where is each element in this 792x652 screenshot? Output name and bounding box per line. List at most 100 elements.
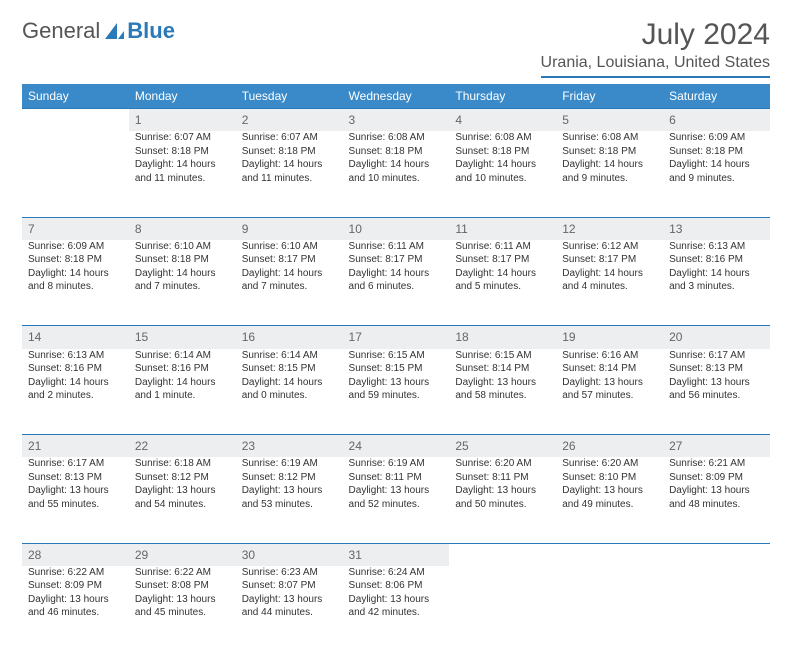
day-cell: Sunrise: 6:10 AMSunset: 8:18 PMDaylight:… [129,240,236,326]
sunset-text: Sunset: 8:09 PM [669,471,764,485]
day-cell: Sunrise: 6:16 AMSunset: 8:14 PMDaylight:… [556,349,663,435]
sunrise-text: Sunrise: 6:07 AM [135,131,230,145]
sunrise-text: Sunrise: 6:11 AM [349,240,444,254]
day-number-cell: 28 [22,543,129,566]
day-number-cell: 11 [449,217,556,240]
daylight-text: Daylight: 13 hours and 48 minutes. [669,484,764,511]
day-number-cell: 26 [556,435,663,458]
sunrise-text: Sunrise: 6:13 AM [28,349,123,363]
day-number-cell: 8 [129,217,236,240]
sunset-text: Sunset: 8:16 PM [669,253,764,267]
daylight-text: Daylight: 14 hours and 0 minutes. [242,376,337,403]
day-cell: Sunrise: 6:15 AMSunset: 8:14 PMDaylight:… [449,349,556,435]
daylight-text: Daylight: 14 hours and 9 minutes. [562,158,657,185]
day-number-cell: 4 [449,109,556,132]
day-cell: Sunrise: 6:13 AMSunset: 8:16 PMDaylight:… [663,240,770,326]
sunrise-text: Sunrise: 6:20 AM [455,457,550,471]
logo-sail-icon [103,21,125,41]
sunrise-text: Sunrise: 6:19 AM [242,457,337,471]
day-number-cell: 3 [343,109,450,132]
day-number-cell: 5 [556,109,663,132]
weekday-header: Saturday [663,84,770,109]
daylight-text: Daylight: 14 hours and 7 minutes. [135,267,230,294]
logo: General Blue [22,18,175,44]
daylight-text: Daylight: 13 hours and 49 minutes. [562,484,657,511]
day-cell: Sunrise: 6:17 AMSunset: 8:13 PMDaylight:… [22,457,129,543]
daylight-text: Daylight: 14 hours and 9 minutes. [669,158,764,185]
day-cell: Sunrise: 6:15 AMSunset: 8:15 PMDaylight:… [343,349,450,435]
day-content-row: Sunrise: 6:13 AMSunset: 8:16 PMDaylight:… [22,349,770,435]
sunrise-text: Sunrise: 6:14 AM [135,349,230,363]
sunrise-text: Sunrise: 6:09 AM [669,131,764,145]
sunset-text: Sunset: 8:18 PM [135,253,230,267]
day-cell: Sunrise: 6:20 AMSunset: 8:10 PMDaylight:… [556,457,663,543]
sunrise-text: Sunrise: 6:20 AM [562,457,657,471]
month-title: July 2024 [541,18,770,52]
weekday-header: Monday [129,84,236,109]
sunset-text: Sunset: 8:13 PM [669,362,764,376]
day-number-cell: 14 [22,326,129,349]
daylight-text: Daylight: 13 hours and 44 minutes. [242,593,337,620]
daylight-text: Daylight: 14 hours and 10 minutes. [349,158,444,185]
day-number-cell: 23 [236,435,343,458]
day-cell: Sunrise: 6:23 AMSunset: 8:07 PMDaylight:… [236,566,343,652]
title-block: July 2024 Urania, Louisiana, United Stat… [541,18,770,78]
day-number-cell: 2 [236,109,343,132]
sunset-text: Sunset: 8:12 PM [242,471,337,485]
sunrise-text: Sunrise: 6:17 AM [669,349,764,363]
day-number-cell: 9 [236,217,343,240]
sunset-text: Sunset: 8:18 PM [135,145,230,159]
sunset-text: Sunset: 8:18 PM [28,253,123,267]
sunset-text: Sunset: 8:10 PM [562,471,657,485]
sunrise-text: Sunrise: 6:15 AM [349,349,444,363]
day-number-cell: 18 [449,326,556,349]
empty-cell [449,566,556,652]
daylight-text: Daylight: 13 hours and 59 minutes. [349,376,444,403]
sunrise-text: Sunrise: 6:19 AM [349,457,444,471]
day-cell: Sunrise: 6:22 AMSunset: 8:08 PMDaylight:… [129,566,236,652]
day-content-row: Sunrise: 6:17 AMSunset: 8:13 PM Daylight:… [22,457,770,543]
day-cell: Sunrise: 6:17 AMSunset: 8:13 PMDaylight:… [663,349,770,435]
sunrise-text: Sunrise: 6:22 AM [135,566,230,580]
sunset-text: Sunset: 8:14 PM [562,362,657,376]
daylight-text: Daylight: 13 hours and 57 minutes. [562,376,657,403]
sunset-text: Sunset: 8:17 PM [242,253,337,267]
day-cell: Sunrise: 6:10 AMSunset: 8:17 PMDaylight:… [236,240,343,326]
day-number-row: 123456 [22,109,770,132]
sunrise-text: Sunrise: 6:10 AM [135,240,230,254]
day-cell: Sunrise: 6:14 AMSunset: 8:15 PMDaylight:… [236,349,343,435]
sunset-text: Sunset: 8:18 PM [562,145,657,159]
empty-cell [22,109,129,132]
day-number-cell: 27 [663,435,770,458]
day-number-row: 28293031 [22,543,770,566]
weekday-header: Wednesday [343,84,450,109]
daylight-text: Daylight: 13 hours and 52 minutes. [349,484,444,511]
sunrise-text: Sunrise: 6:17 AM [28,457,123,471]
weekday-header: Tuesday [236,84,343,109]
sunrise-text: Sunrise: 6:24 AM [349,566,444,580]
sunset-text: Sunset: 8:18 PM [455,145,550,159]
sunrise-text: Sunrise: 6:07 AM [242,131,337,145]
sunset-text: Sunset: 8:13 PM [28,471,123,485]
header: General Blue July 2024 Urania, Louisiana… [22,18,770,78]
daylight-text: Daylight: 13 hours and 42 minutes. [349,593,444,620]
day-cell: Sunrise: 6:07 AMSunset: 8:18 PMDaylight:… [236,131,343,217]
sunset-text: Sunset: 8:12 PM [135,471,230,485]
daylight-text: Daylight: 14 hours and 6 minutes. [349,267,444,294]
day-number-cell: 12 [556,217,663,240]
daylight-text: Daylight: 13 hours and 56 minutes. [669,376,764,403]
day-number-cell: 25 [449,435,556,458]
day-number-cell: 17 [343,326,450,349]
day-cell: Sunrise: 6:22 AMSunset: 8:09 PMDaylight:… [22,566,129,652]
sunrise-text: Sunrise: 6:09 AM [28,240,123,254]
sunset-text: Sunset: 8:11 PM [349,471,444,485]
day-number-cell: 10 [343,217,450,240]
day-cell: Sunrise: 6:07 AMSunset: 8:18 PMDaylight:… [129,131,236,217]
sunrise-text: Sunrise: 6:08 AM [562,131,657,145]
day-number-cell: 24 [343,435,450,458]
sunset-text: Sunset: 8:09 PM [28,579,123,593]
sunset-text: Sunset: 8:17 PM [455,253,550,267]
empty-cell [663,566,770,652]
day-number-cell: 19 [556,326,663,349]
daylight-text: Daylight: 13 hours and 58 minutes. [455,376,550,403]
